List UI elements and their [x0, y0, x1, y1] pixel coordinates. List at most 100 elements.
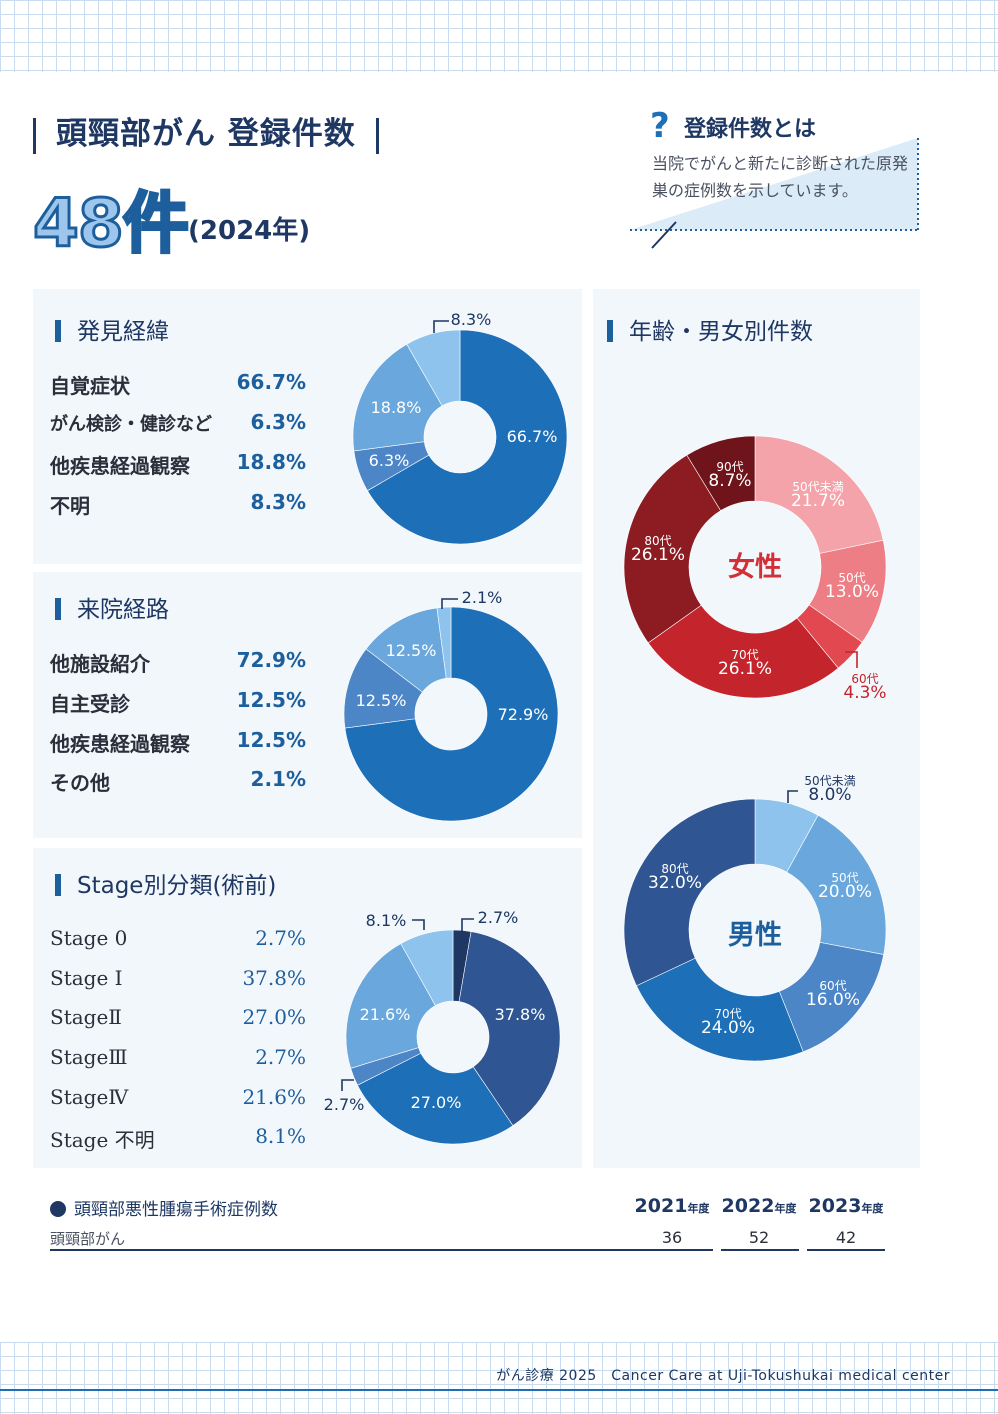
- donut-slice: [623, 454, 722, 644]
- row-value: 18.8%: [236, 450, 306, 474]
- table-cell: 36: [661, 1228, 683, 1247]
- row-value: 72.9%: [236, 648, 306, 672]
- row-value: 2.7%: [255, 926, 306, 950]
- year-value: 2022: [721, 1195, 775, 1217]
- leader-line: [845, 651, 858, 668]
- data-label: 66.7%: [507, 427, 558, 446]
- leader-line: [787, 790, 798, 803]
- section-marker: [607, 319, 613, 342]
- section-marker: [55, 319, 61, 342]
- data-label: 12.5%: [386, 641, 437, 660]
- table-header-year: 2023年度: [806, 1195, 886, 1217]
- donut-female: 50代未満21.7%50代13.0%60代4.3%70代26.1%80代26.1…: [623, 435, 887, 703]
- category-label: 60代: [851, 672, 878, 686]
- section-title-age-sex: 年齢・男女別件数: [607, 312, 813, 346]
- year-suffix: 年度: [774, 1202, 797, 1215]
- footer-text: がん診療 2025 Cancer Care at Uji-Tokushukai …: [496, 1368, 950, 1384]
- leader-line: [461, 918, 474, 931]
- discovery-row: 自覚症状 66.7%: [50, 370, 306, 399]
- definition-background: [630, 138, 919, 249]
- definition-title: 登録件数とは: [684, 117, 817, 142]
- donut-slice: [754, 435, 884, 554]
- section-title-text: Stage別分類(術前): [77, 873, 277, 899]
- data-label: 13.0%: [825, 582, 879, 602]
- table-row-label: 頭頸部がん: [50, 1230, 126, 1248]
- footer-rule: [0, 1389, 998, 1391]
- table-cell-rule: [721, 1249, 799, 1251]
- donut-slice: [786, 814, 887, 955]
- title-bar-right: [375, 117, 379, 154]
- female-center-label: 女性: [728, 552, 782, 583]
- stage-row: Stage 不明 8.1%: [50, 1124, 306, 1153]
- donut-slice: [623, 798, 756, 987]
- table-header-year: 2022年度: [719, 1195, 799, 1217]
- row-label: 他疾患経過観察: [50, 732, 190, 756]
- data-label: 37.8%: [495, 1005, 546, 1024]
- route-row: 自主受診 12.5%: [50, 688, 306, 717]
- donut-slice: [636, 957, 804, 1062]
- donut-slice: [686, 435, 756, 512]
- section-marker: [55, 873, 61, 896]
- section-title-discovery: 発見経緯: [55, 312, 169, 346]
- stage-row: StageⅢ 2.7%: [50, 1045, 306, 1069]
- row-value: 21.6%: [242, 1085, 306, 1109]
- leader-line: [412, 919, 425, 930]
- row-label: 他疾患経過観察: [50, 454, 190, 478]
- row-value: 2.7%: [255, 1045, 306, 1069]
- route-row: 他疾患経過観察 12.5%: [50, 728, 306, 757]
- table-cell-rule: [807, 1249, 885, 1251]
- donut-route: 72.9% 12.5% 12.5% 2.1%: [343, 588, 559, 822]
- discovery-row: 不明 8.3%: [50, 490, 306, 519]
- category-label: 80代: [661, 862, 688, 876]
- table-row-rule: [50, 1249, 713, 1251]
- table-header-year: 2021年度: [632, 1195, 712, 1217]
- route-row: その他 2.1%: [50, 767, 306, 796]
- row-value: 8.1%: [255, 1124, 306, 1148]
- year-suffix: 年度: [861, 1202, 884, 1215]
- table-cell: 52: [748, 1228, 770, 1247]
- stage-row: StageⅡ 27.0%: [50, 1005, 306, 1029]
- row-label: その他: [50, 771, 110, 795]
- stage-row: StageⅣ 21.6%: [50, 1085, 306, 1109]
- row-label: 他施設紹介: [50, 652, 150, 676]
- data-label: 21.6%: [360, 1005, 411, 1024]
- category-label: 70代: [714, 1007, 741, 1021]
- row-label: Stage I: [50, 966, 123, 990]
- leader-line: [341, 1079, 354, 1091]
- category-label: 90代: [716, 460, 743, 474]
- data-label: 4.3%: [843, 683, 886, 703]
- section-title-stage: Stage別分類(術前): [55, 866, 276, 900]
- data-label: 6.3%: [369, 451, 410, 470]
- category-label: 70代: [731, 648, 758, 662]
- donut-slice: [647, 604, 839, 699]
- data-label: 27.0%: [411, 1093, 462, 1112]
- row-label: StageⅡ: [50, 1005, 122, 1029]
- donut-slice: [345, 943, 436, 1069]
- donut-slice: [344, 606, 559, 822]
- surgery-table-title-text: 頭頸部悪性腫瘍手術症例数: [74, 1200, 278, 1220]
- data-label: 2.7%: [478, 908, 519, 927]
- data-label: 20.0%: [818, 882, 872, 902]
- data-label: 12.5%: [356, 691, 407, 710]
- section-title-text: 年齢・男女別件数: [629, 319, 813, 345]
- discovery-row: がん検診・健診など 6.3%: [50, 410, 306, 436]
- row-value: 2.1%: [250, 767, 306, 791]
- row-label: Stage 不明: [50, 1128, 155, 1152]
- data-label: 26.1%: [718, 659, 772, 679]
- section-marker: [55, 597, 61, 620]
- surgery-table-title: 頭頸部悪性腫瘍手術症例数: [50, 1195, 278, 1220]
- donut-discovery: 66.7% 6.3% 18.8% 8.3%: [352, 310, 568, 545]
- donut-slice: [400, 929, 454, 1006]
- data-label: 21.7%: [791, 491, 845, 511]
- definition-body: 当院でがんと新たに診断された原発巣の症例数を示しています。: [652, 154, 909, 200]
- donut-slice: [357, 1052, 514, 1145]
- row-label: がん検診・健診など: [50, 414, 212, 435]
- data-label: 8.0%: [808, 785, 851, 805]
- row-value: 27.0%: [242, 1005, 306, 1029]
- grid-footer-band: [0, 1342, 998, 1414]
- route-row: 他施設紹介 72.9%: [50, 648, 306, 677]
- data-label: 32.0%: [648, 873, 702, 893]
- page-title-text: 頭頸部がん 登録件数: [56, 116, 356, 152]
- year-value: 2021: [634, 1195, 688, 1217]
